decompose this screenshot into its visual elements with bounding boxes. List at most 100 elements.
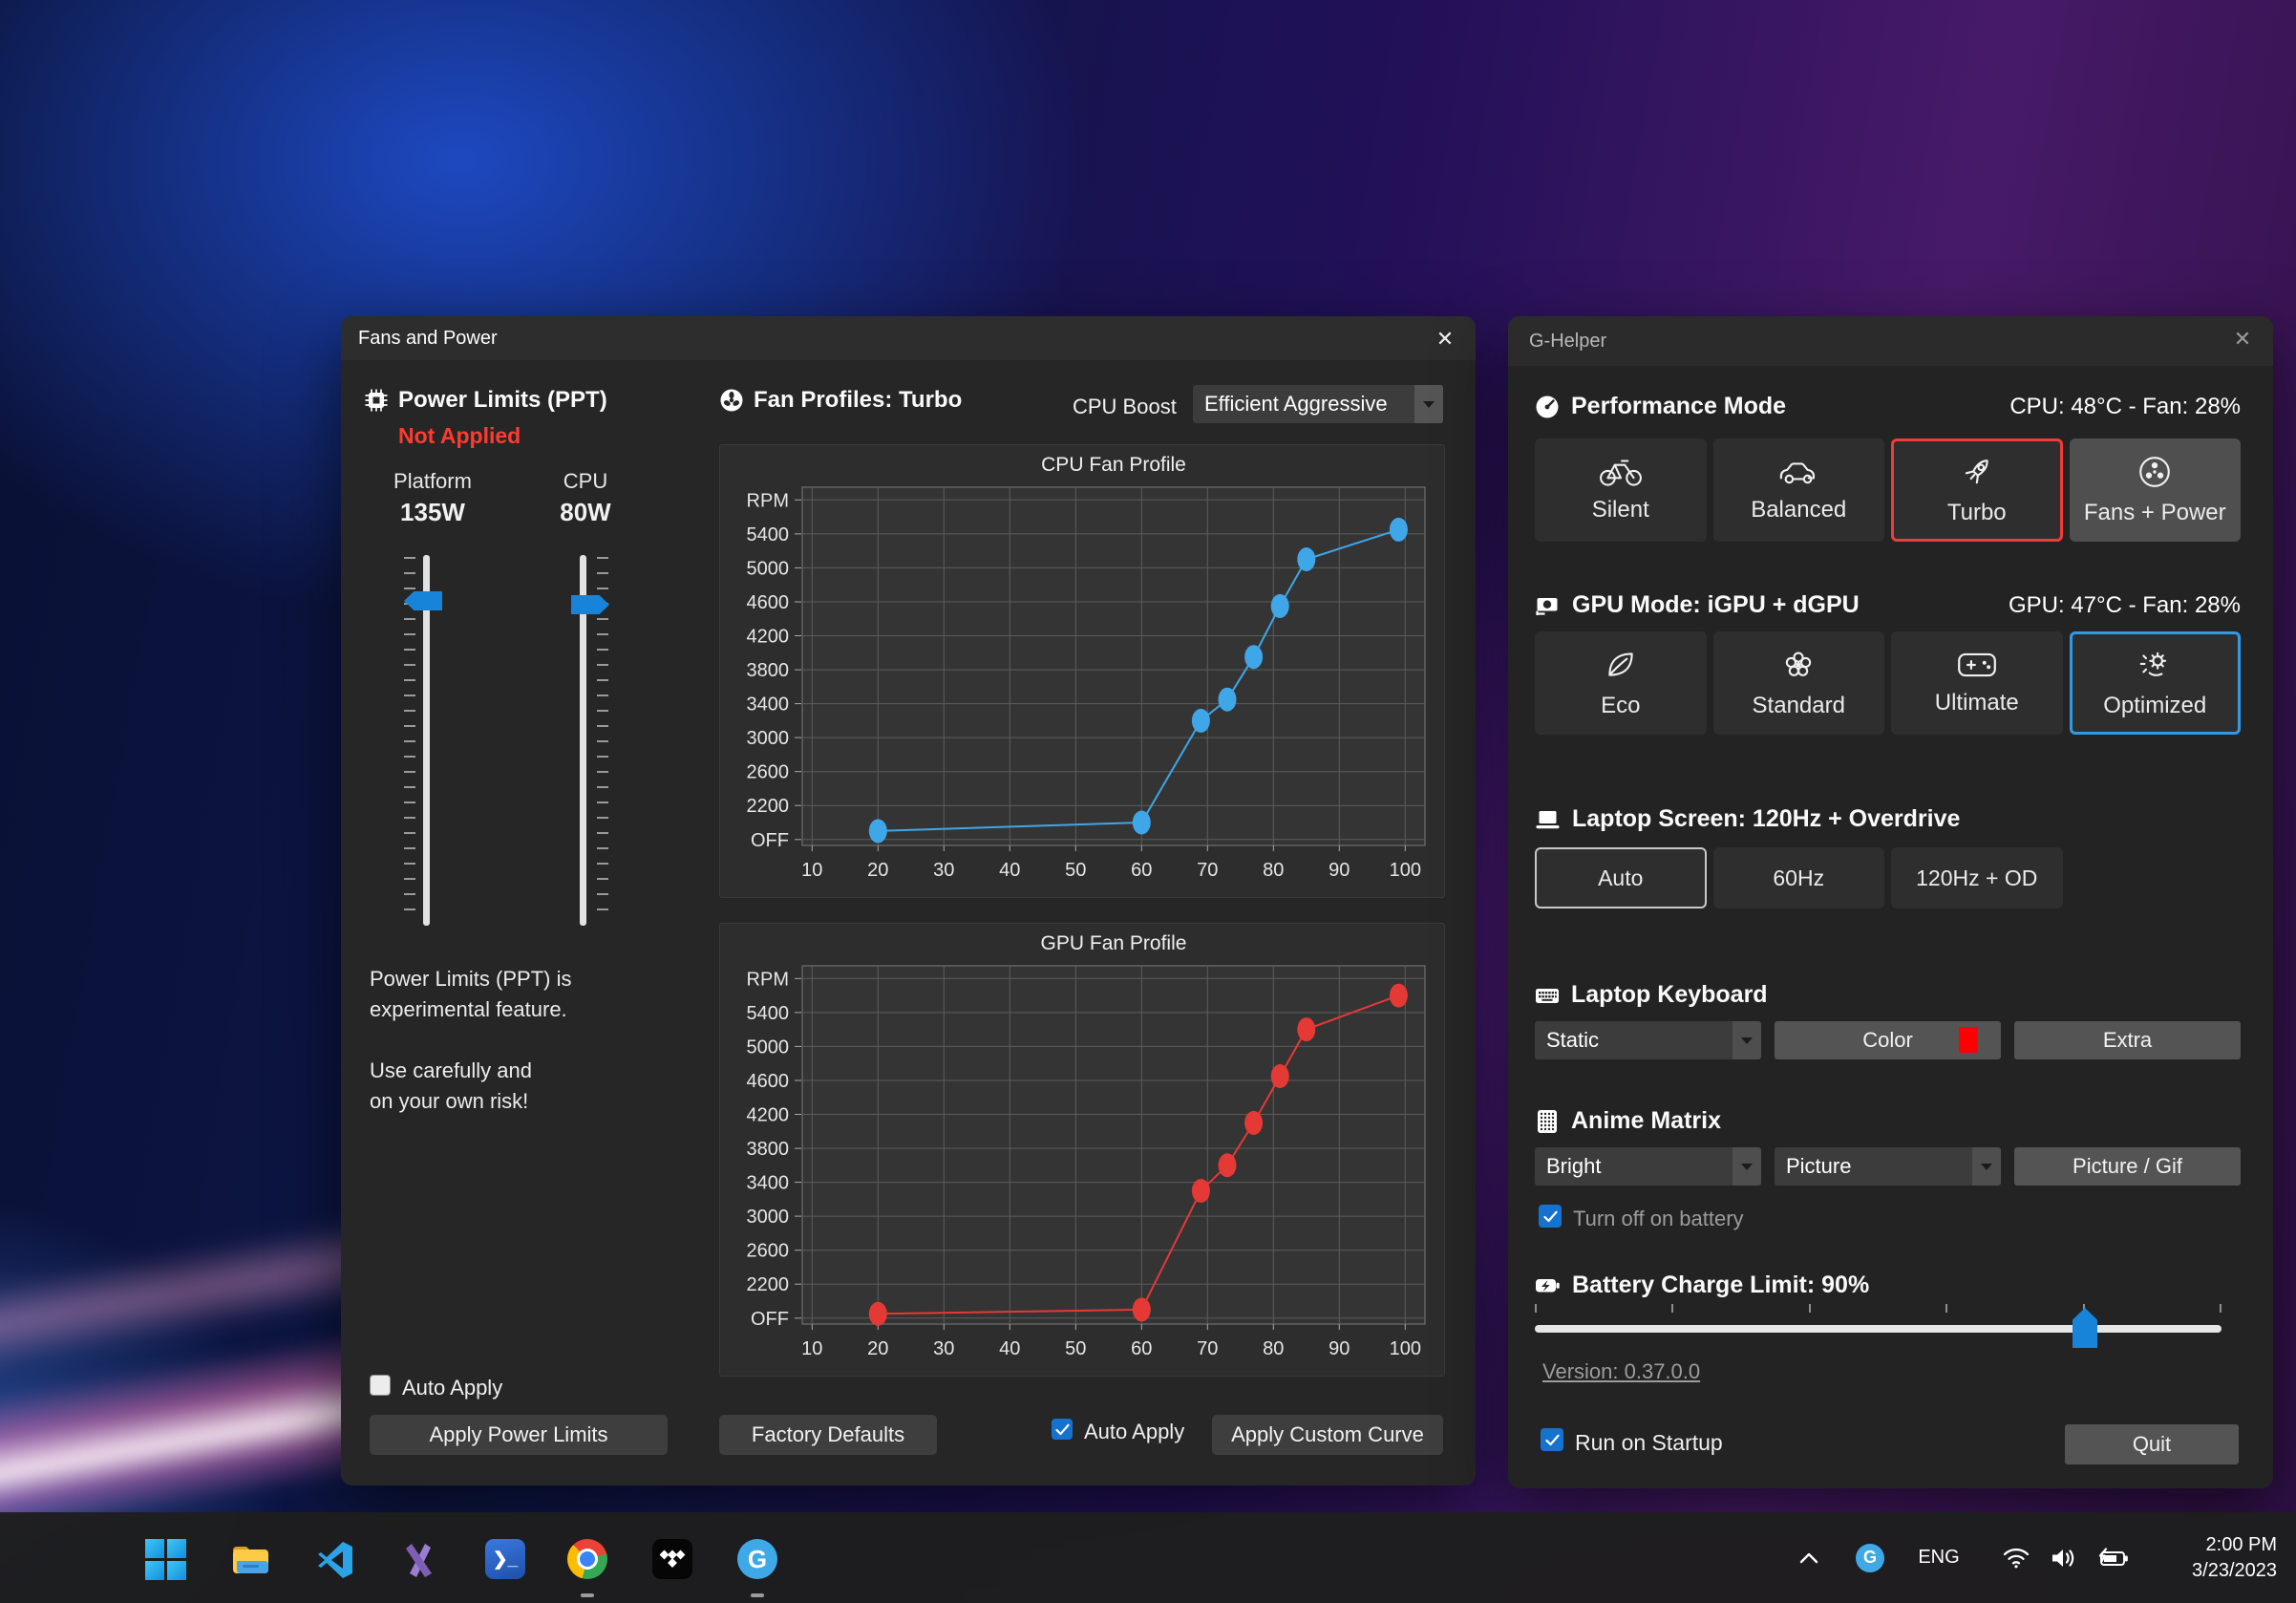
- balanced-mode-button[interactable]: Balanced: [1712, 438, 1884, 542]
- run-on-startup-checkbox[interactable]: [1541, 1428, 1563, 1451]
- visual-studio-button[interactable]: [390, 1531, 451, 1587]
- keyboard-mode-dropdown[interactable]: Static: [1535, 1021, 1761, 1059]
- tray-chevron-button[interactable]: [1788, 1512, 1830, 1603]
- wifi-button[interactable]: [1994, 1512, 2038, 1603]
- keyboard-controls: Static Color Extra: [1535, 1021, 2241, 1059]
- cpu-fan-curve-chart[interactable]: 10 20 30 40 50 60 70 80 90 100 OFF 2200 2600 3000 3400…: [720, 445, 1444, 902]
- volume-button[interactable]: [2042, 1512, 2086, 1603]
- performance-mode-buttons: Silent Balanced Turbo: [1535, 438, 2241, 542]
- ghelper-app-button[interactable]: G: [727, 1531, 788, 1587]
- g-helper-titlebar[interactable]: G-Helper: [1508, 316, 2273, 366]
- fans-power-button[interactable]: Fans + Power: [2069, 438, 2241, 542]
- apply-custom-curve-button[interactable]: Apply Custom Curve: [1212, 1415, 1443, 1455]
- battery-slider-track[interactable]: [1535, 1325, 2222, 1333]
- svg-text:4600: 4600: [747, 592, 790, 613]
- close-icon[interactable]: ✕: [1435, 327, 1455, 351]
- version-link[interactable]: Version: 0.37.0.0: [1542, 1359, 1701, 1383]
- gpu-fan-profile-panel: 10 20 30 40 50 60 70 80 90 100 OFF 2200 2600 3000 3400…: [719, 923, 1445, 1377]
- close-icon[interactable]: ✕: [2233, 327, 2252, 351]
- standard-mode-button[interactable]: Standard: [1712, 631, 1884, 735]
- performance-mode-header: Performance Mode CPU: 48°C - Fan: 28%: [1535, 393, 2241, 420]
- laptop-icon: [1536, 810, 1560, 828]
- gamepad-icon: [1957, 652, 1996, 677]
- fans-window-titlebar[interactable]: Fans and Power: [341, 316, 1476, 360]
- clock[interactable]: 2:00 PM 3/23/2023: [2149, 1512, 2277, 1603]
- gpu-temp-status: GPU: 47°C - Fan: 28%: [2008, 591, 2241, 618]
- cpu-slider-thumb[interactable]: [571, 595, 609, 614]
- ghelper-icon: G: [737, 1539, 777, 1579]
- start-button[interactable]: [135, 1531, 196, 1587]
- cpu-boost-dropdown[interactable]: Efficient Aggressive: [1193, 385, 1443, 423]
- svg-text:40: 40: [999, 1338, 1020, 1359]
- file-explorer-button[interactable]: [220, 1531, 281, 1587]
- auto-apply-power-checkbox[interactable]: [370, 1375, 391, 1396]
- apply-power-limits-button[interactable]: Apply Power Limits: [370, 1415, 668, 1455]
- language-indicator[interactable]: ENG: [1918, 1547, 1960, 1568]
- rocket-icon: [1965, 460, 1988, 484]
- speaker-icon: [2052, 1549, 2074, 1567]
- tray-date: 3/23/2023: [2192, 1559, 2277, 1581]
- svg-text:OFF: OFF: [751, 830, 789, 851]
- svg-text:100: 100: [1390, 860, 1421, 881]
- svg-text:2600: 2600: [747, 762, 790, 783]
- chevron-down-icon[interactable]: [1972, 1147, 2001, 1186]
- battery-slider-ticks: [1535, 1304, 2222, 1313]
- cpu-fan-profile-panel: 10 20 30 40 50 60 70 80 90 100 OFF 2200 2600 3000 3400…: [719, 444, 1445, 898]
- power-limits-status: Not Applied: [398, 423, 521, 448]
- factory-defaults-button[interactable]: Factory Defaults: [719, 1415, 937, 1455]
- keyboard-extra-button[interactable]: Extra: [2014, 1021, 2241, 1059]
- quit-button[interactable]: Quit: [2065, 1424, 2239, 1464]
- chrome-button[interactable]: [557, 1531, 618, 1587]
- powershell-icon: ❯_: [485, 1539, 525, 1579]
- cpu-boost-label: CPU Boost: [1073, 395, 1177, 418]
- power-limits-heading: Power Limits (PPT): [364, 387, 607, 414]
- fan-icon: [2139, 457, 2171, 487]
- svg-text:30: 30: [933, 1338, 954, 1359]
- laptop-keyboard-header: Laptop Keyboard: [1535, 981, 2241, 1009]
- matrix-battery-label: Turn off on battery: [1573, 1207, 1744, 1230]
- matrix-brightness-dropdown[interactable]: Bright: [1535, 1147, 1761, 1186]
- ultimate-mode-button[interactable]: Ultimate: [1891, 631, 2063, 735]
- matrix-picture-gif-button[interactable]: Picture / Gif: [2014, 1147, 2241, 1186]
- matrix-controls: Bright Picture Picture / Gif: [1535, 1147, 2241, 1186]
- chevron-down-icon[interactable]: [1733, 1021, 1761, 1059]
- vscode-button[interactable]: [305, 1531, 366, 1587]
- folder-icon: [233, 1547, 268, 1573]
- screen-60hz-button[interactable]: 60Hz: [1712, 847, 1884, 908]
- terminal-button[interactable]: ❯_: [475, 1531, 536, 1587]
- battery-slider-thumb[interactable]: [2073, 1308, 2097, 1348]
- platform-slider-ticks: [404, 557, 415, 924]
- chrome-icon: [567, 1539, 607, 1579]
- battery-icon: [1536, 1278, 1560, 1292]
- matrix-battery-checkbox[interactable]: [1539, 1205, 1562, 1228]
- optimized-mode-button[interactable]: Optimized: [2069, 631, 2241, 735]
- platform-slider-track[interactable]: [423, 555, 430, 926]
- chevron-down-icon[interactable]: [1733, 1147, 1761, 1186]
- screen-auto-button[interactable]: Auto: [1535, 847, 1707, 908]
- platform-slider-thumb[interactable]: [404, 591, 442, 610]
- tidal-button[interactable]: [642, 1531, 703, 1587]
- check-icon: [1054, 1423, 1070, 1435]
- vscode-icon: [318, 1542, 352, 1578]
- gpu-fan-curve-chart[interactable]: 10 20 30 40 50 60 70 80 90 100 OFF 2200 2600 3000 3400…: [720, 924, 1444, 1380]
- cpu-slider-track[interactable]: [580, 555, 586, 926]
- auto-apply-curve-checkbox[interactable]: [1052, 1419, 1073, 1440]
- svg-text:GPU Fan Profile: GPU Fan Profile: [1041, 932, 1187, 954]
- turbo-mode-button[interactable]: Turbo: [1891, 438, 2063, 542]
- screen-120hz-od-button[interactable]: 120Hz + OD: [1891, 847, 2063, 908]
- cpu-slider-ticks: [597, 557, 608, 924]
- g-helper-title: G-Helper: [1529, 330, 1607, 352]
- keyboard-color-button[interactable]: Color: [1775, 1021, 2001, 1059]
- eco-mode-button[interactable]: Eco: [1535, 631, 1707, 735]
- matrix-content-dropdown[interactable]: Picture: [1775, 1147, 2001, 1186]
- laptop-screen-buttons: Auto 60Hz 120Hz + OD: [1535, 847, 2241, 908]
- anime-matrix-header: Anime Matrix: [1535, 1107, 2241, 1135]
- silent-mode-button[interactable]: Silent: [1535, 438, 1707, 542]
- tray-ghelper-button[interactable]: G: [1849, 1512, 1891, 1603]
- chevron-down-icon[interactable]: [1414, 385, 1443, 423]
- fans-window-title: Fans and Power: [358, 327, 498, 349]
- svg-text:50: 50: [1065, 860, 1086, 881]
- leaf-icon: [1608, 652, 1633, 676]
- battery-button[interactable]: [2090, 1512, 2137, 1603]
- auto-apply-curve-label: Auto Apply: [1084, 1420, 1185, 1443]
